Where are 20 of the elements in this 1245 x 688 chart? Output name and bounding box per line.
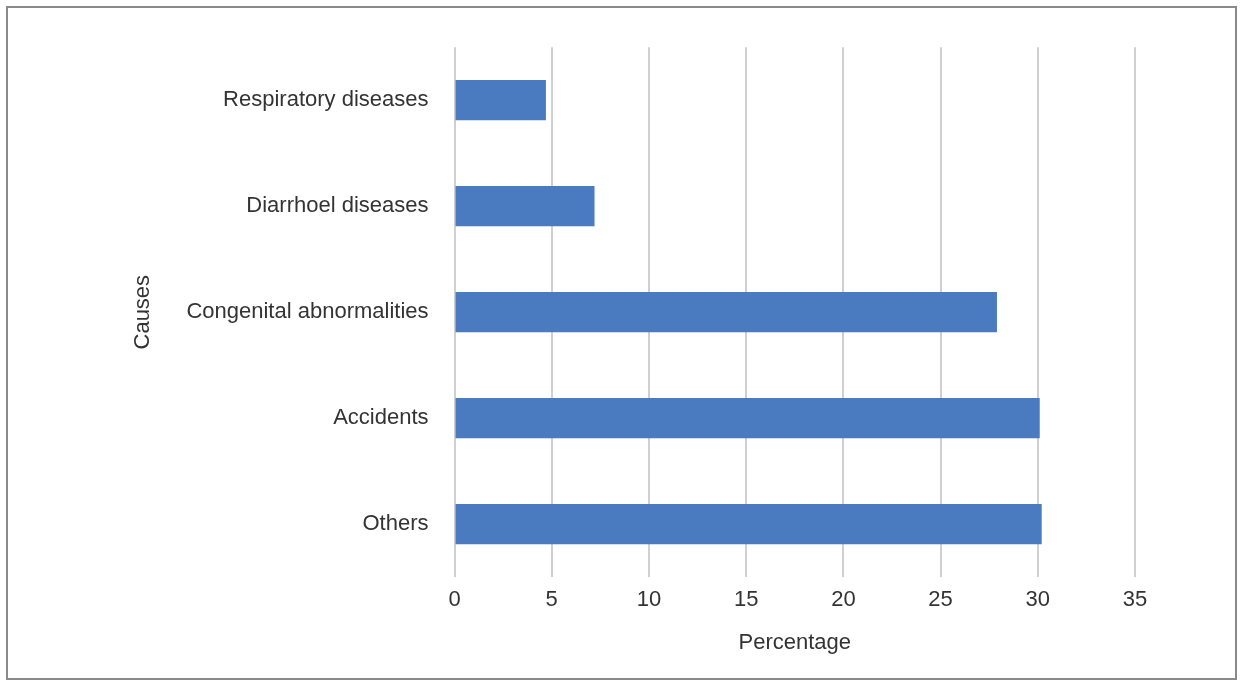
x-tick-label: 20 [831,586,856,612]
x-tick-label: 25 [928,586,953,612]
bar [455,292,997,333]
x-axis-title: Percentage [738,628,852,654]
bar [455,504,1042,545]
x-tick-label: 30 [1025,586,1051,612]
x-tick-label: 15 [733,586,759,612]
y-tick-label: Others [362,510,429,536]
bar [455,186,595,227]
x-tick-label: 35 [1122,586,1148,612]
y-tick-label: Congenital abnormalities [186,298,429,324]
bar [455,398,1040,439]
x-tick-label: 10 [636,586,662,612]
x-tick-label: 0 [448,586,461,612]
bar [455,80,546,121]
y-tick-label: Accidents [333,404,429,430]
x-tick-label: 5 [545,586,558,612]
y-tick-label: Diarrhoel diseases [246,192,429,218]
y-axis-title: Causes [129,274,155,350]
y-tick-label: Respiratory diseases [223,86,429,112]
